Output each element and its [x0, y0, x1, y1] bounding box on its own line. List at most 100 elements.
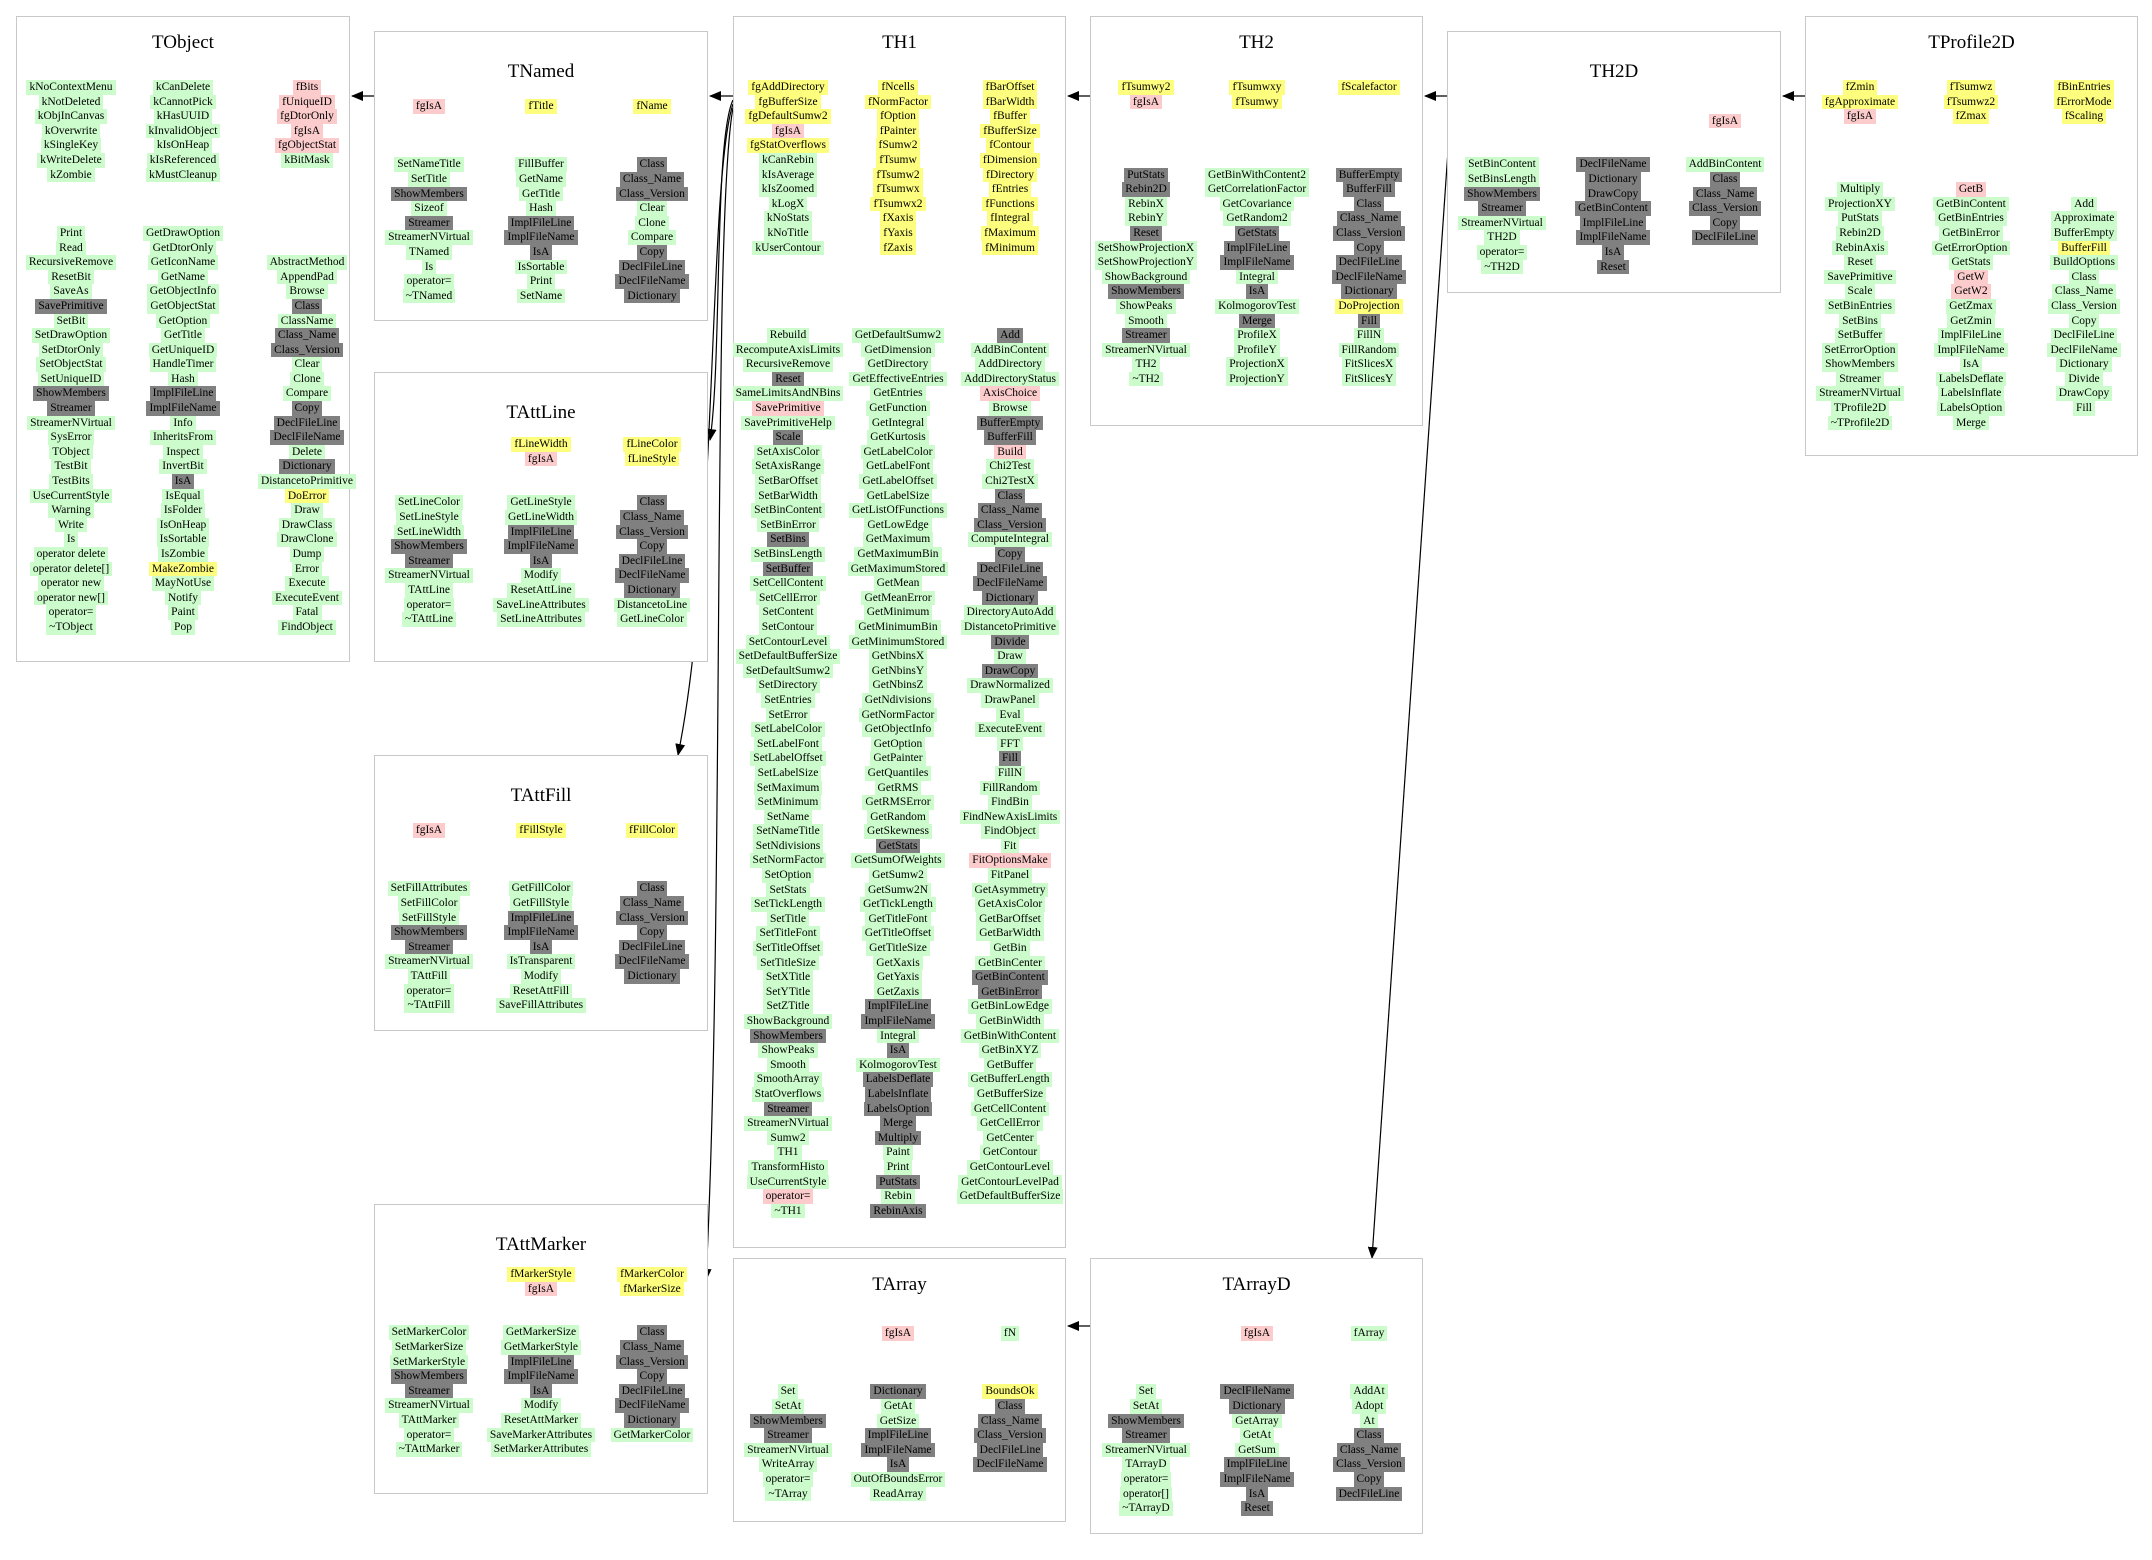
member-item: Dictionary — [624, 288, 680, 304]
member-item: Hash — [526, 201, 556, 216]
member-item: FindNewAxisLimits — [959, 809, 1061, 825]
member-item: kLogX — [768, 196, 808, 212]
member-spacer — [426, 128, 432, 143]
member-spacer — [180, 211, 186, 226]
member-column: fgIsA SetFillAttributes SetFillColor SetFil… — [359, 823, 499, 1013]
member-item: SetMarkerSize — [391, 1339, 467, 1355]
member-item: IsA — [529, 244, 553, 260]
member-item: SetLabelOffset — [750, 751, 826, 766]
member-item: fSumw2 — [875, 138, 921, 153]
member-item: GetBinWithContent2 — [1205, 167, 1309, 183]
member-item: Copy — [2068, 313, 2100, 329]
member-item: fTsumw2 — [873, 167, 923, 183]
member-item: Error — [291, 561, 323, 577]
member-item: SavePrimitive — [35, 298, 107, 314]
member-item: BufferEmpty — [976, 415, 1044, 431]
member-spacer — [1143, 1355, 1149, 1370]
member-item: fPainter — [876, 123, 920, 139]
member-item: DeclFileName — [1332, 269, 1406, 285]
member-column: fgIsA DeclFileName Dictionary GetArray GetAt… — [1187, 1326, 1327, 1516]
member-item: Class_Name — [1336, 211, 1402, 226]
member-item: LabelsInflate — [1937, 386, 2005, 402]
member-item: SetNameTitle — [394, 157, 464, 172]
member-item: Dictionary — [624, 968, 680, 984]
member-item: fTsumwy — [1232, 94, 1282, 110]
member-item: Fill — [999, 751, 1021, 766]
member-spacer — [785, 1370, 791, 1385]
member-item: GetBufferLength — [967, 1072, 1053, 1087]
member-item: ShowMembers — [391, 186, 467, 202]
member-item: RecomputeAxisLimits — [732, 342, 844, 358]
member-item: DoError — [284, 488, 330, 504]
member-spacer — [1007, 270, 1013, 285]
member-spacer — [1722, 128, 1728, 143]
member-item: Clear — [636, 201, 668, 216]
member-item: ResetAttMarker — [500, 1412, 582, 1428]
member-item: DoProjection — [1335, 298, 1403, 314]
member-spacer — [538, 1311, 544, 1326]
member-item: SameLimitsAndNBins — [732, 386, 844, 402]
member-spacer — [1254, 124, 1260, 139]
member-item: GetMinimumBin — [855, 619, 941, 635]
member-item: DeclFileLine — [618, 939, 686, 955]
member-item: GetDimension — [861, 342, 935, 358]
member-item: SetStats — [766, 882, 810, 898]
member-item: SetBarOffset — [755, 474, 821, 489]
member-spacer — [1143, 1341, 1149, 1356]
member-spacer — [426, 1267, 432, 1282]
member-item: Streamer — [764, 1428, 812, 1443]
member-item: GetUniqueID — [148, 342, 218, 358]
member-item: AbstractMethod — [266, 255, 348, 270]
member-item: GetMaximumBin — [854, 547, 942, 562]
member-item: IsA — [886, 1457, 910, 1472]
member-item: fgIsA — [290, 123, 324, 139]
member-item: kNoStats — [763, 211, 813, 226]
member-item: kInvalidObject — [145, 123, 221, 139]
member-item: ~TH1 — [771, 1203, 805, 1219]
member-item: ComputeIntegral — [968, 532, 1052, 547]
member-item: SetLabelSize — [754, 765, 822, 781]
class-box-th2d: TH2D SetBinContent SetBinsLength ShowMember… — [1447, 31, 1781, 293]
member-item: Class — [291, 298, 323, 314]
member-item: GetRandom2 — [1223, 211, 1291, 226]
member-item: SetDefaultBufferSize — [735, 649, 841, 664]
member-item: ~TProfile2D — [1827, 415, 1893, 431]
member-item: DeclFileLine — [1691, 230, 1759, 245]
member-spacer — [2081, 168, 2087, 183]
member-item: ResetAttFill — [509, 983, 573, 999]
member-item: SetBinError — [757, 517, 819, 533]
member-spacer — [1366, 138, 1372, 153]
member-spacer — [426, 867, 432, 882]
class-box-tobject: TObject kNoContextMenu kNotDeleted kObjInCa… — [16, 16, 356, 662]
member-item: Class_Name — [619, 895, 685, 911]
member-item: Copy — [1709, 215, 1741, 231]
member-item: Set — [1135, 1384, 1157, 1399]
member-column: fZmin fgApproximate fgIsA Multiply Projectio… — [1790, 80, 1930, 431]
member-spacer — [1499, 128, 1505, 143]
member-item: ImplFileName — [1220, 255, 1294, 270]
member-item: GetRandom — [867, 809, 929, 825]
member-item: BufferEmpty — [1335, 167, 1403, 183]
member-item: Streamer — [405, 1383, 453, 1399]
member-item: GetSumOfWeights — [851, 853, 945, 869]
member-item: SetDirectory — [755, 678, 821, 693]
member-item: fTsumwz — [1946, 80, 1996, 95]
member-item: TAttLine — [405, 582, 453, 598]
member-item: GetZmin — [1947, 313, 1995, 329]
member-item: SetBinContent — [1465, 157, 1539, 172]
member-item: operator= — [762, 1471, 814, 1487]
member-spacer — [2081, 182, 2087, 197]
class-title: TH1 — [882, 32, 917, 53]
member-item: kIsZoomed — [758, 182, 818, 197]
member-column: fBarOffset fBarWidth fBuffer fBufferSize fCo… — [940, 80, 1080, 1204]
member-spacer — [895, 255, 901, 270]
member-spacer — [649, 1296, 655, 1311]
member-item: GetLabelFont — [863, 459, 933, 475]
member-item: GetLineStyle — [507, 495, 575, 510]
member-item: GetTitleSize — [866, 941, 930, 956]
member-item: ShowMembers — [391, 1369, 467, 1384]
member-item: Write — [55, 517, 87, 533]
member-column: fBits fUniqueID fgDtorOnly fgIsA fgObjectSta… — [237, 80, 377, 635]
member-item: ProfileY — [1234, 342, 1280, 358]
member-item: DrawPanel — [981, 692, 1039, 708]
